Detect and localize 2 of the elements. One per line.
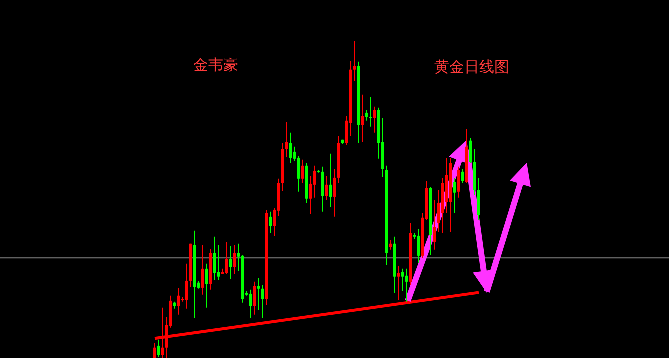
annotation: 金韦豪 [194, 56, 238, 74]
title: 黄金日线图 [434, 58, 510, 76]
